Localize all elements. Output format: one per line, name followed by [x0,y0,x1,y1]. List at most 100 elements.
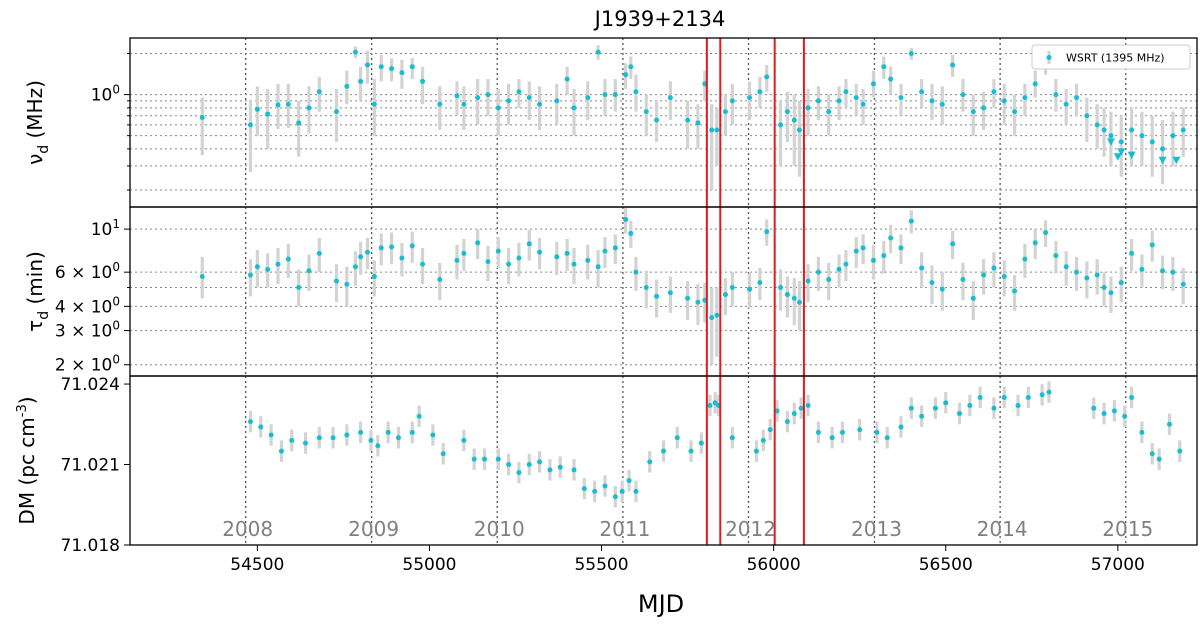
data-point [860,245,866,251]
year-label: 2008 [222,517,273,541]
data-point [860,101,866,107]
x-tick-label: 56500 [919,555,973,575]
data-point [254,264,260,270]
data-point [784,109,790,115]
data-point [334,278,340,284]
data-point [815,98,821,104]
data-point [695,299,701,305]
data-point [623,217,629,223]
data-point [774,408,780,414]
data-point [791,295,797,301]
data-point [796,299,802,305]
data-point [778,285,784,291]
data-point [344,83,350,89]
data-point [571,467,577,473]
data-point [334,109,340,115]
legend-label: WSRT (1395 MHz) [1066,52,1165,65]
data-point [960,92,966,98]
data-point [991,405,997,411]
data-point [1063,264,1069,270]
data-point [1046,389,1052,395]
data-point [1108,133,1114,139]
data-point [409,429,415,435]
data-point [991,89,997,95]
data-point [1149,139,1155,145]
data-point [764,229,770,235]
data-point [815,429,821,435]
data-point [316,435,322,441]
data-point [506,98,512,104]
x-tick-label: 57000 [1091,555,1145,575]
data-point [888,235,894,241]
data-point [368,437,374,443]
y-tick-label: 71.018 [61,536,120,556]
panel-scintillation-bandwidth: 100 νd (MHz) [23,37,1198,208]
data-point [839,429,845,435]
data-point [516,89,522,95]
data-point [1022,95,1028,101]
y-tick-label: 2 × 100 [55,353,120,376]
data-point [1043,230,1049,236]
data-point [395,435,401,441]
data-point [853,95,859,101]
data-point [919,413,925,419]
data-point [430,432,436,438]
data-point-upper-limit [1158,156,1167,165]
data-point [1022,256,1028,262]
data-point [919,89,925,95]
data-point [592,488,598,494]
data-point [1170,269,1176,275]
data-point [482,456,488,462]
data-point [526,241,532,247]
data-point [767,427,773,433]
data-point [1015,403,1021,409]
data-point [440,451,446,457]
data-point [757,280,763,286]
data-point [626,478,632,484]
data-point [643,285,649,291]
data-point [375,443,381,449]
data-point [661,448,666,454]
data-point [526,462,532,468]
data-point [399,70,405,76]
x-tick-label: 55500 [574,555,628,575]
data-point [296,285,302,291]
year-label: 2013 [851,517,902,541]
data-point [554,254,560,260]
data-point [1053,253,1059,259]
data-point [557,464,563,470]
data-point [526,95,532,101]
data-point [884,435,890,441]
data-point [688,448,694,454]
data-point [1001,394,1007,400]
data-point [471,456,477,462]
data-point [805,105,811,111]
data-point [1094,122,1100,128]
data-point [416,413,422,419]
data-point [564,250,570,256]
data-point [495,456,501,462]
data-point [654,117,660,123]
data-point [1101,127,1107,133]
data-point [612,92,618,98]
data-point [1118,280,1124,286]
data-point [929,98,935,104]
data-point [602,92,608,98]
data-point [1160,268,1166,274]
data-point [888,76,894,82]
data-point-upper-limit [1117,148,1126,156]
data-point [1139,266,1145,272]
data-point [1012,109,1018,115]
data-point [1101,411,1107,417]
x-axis-label: MJD [638,590,684,618]
data-point [722,292,728,298]
data-point [857,427,863,433]
data-point [1001,98,1007,104]
data-point [537,249,543,255]
data-point [908,51,914,57]
data-point [554,98,560,104]
data-point [957,411,963,417]
data-point [898,95,904,101]
data-point [585,257,591,263]
data-point [1063,101,1069,107]
